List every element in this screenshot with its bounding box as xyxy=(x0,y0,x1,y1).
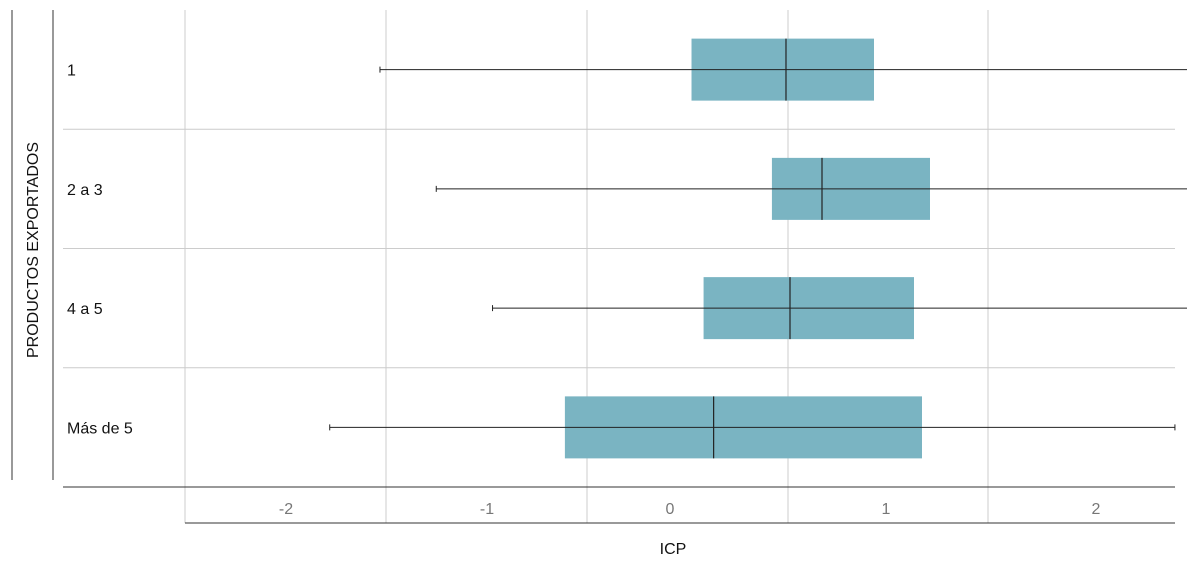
category-label-1: 2 a 3 xyxy=(67,182,103,199)
category-label-0: 1 xyxy=(67,63,76,80)
category-labels: 1 2 a 3 4 a 5 Más de 5 xyxy=(67,63,133,438)
x-tick-labels: -2 -1 0 1 2 xyxy=(279,501,1101,518)
y-axis-title: PRODUCTOS EXPORTADOS xyxy=(25,142,42,358)
x-tick-label-0: -2 xyxy=(279,501,293,518)
axis-frame xyxy=(11,10,1175,524)
boxes xyxy=(329,38,1187,459)
x-tick-label-4: 2 xyxy=(1092,501,1101,518)
category-label-3: Más de 5 xyxy=(67,420,133,437)
x-tick-label-1: -1 xyxy=(480,501,494,518)
x-tick-label-3: 1 xyxy=(882,501,891,518)
x-tick-label-2: 0 xyxy=(666,501,675,518)
x-axis-title: ICP xyxy=(660,541,687,558)
category-label-2: 4 a 5 xyxy=(67,301,103,318)
